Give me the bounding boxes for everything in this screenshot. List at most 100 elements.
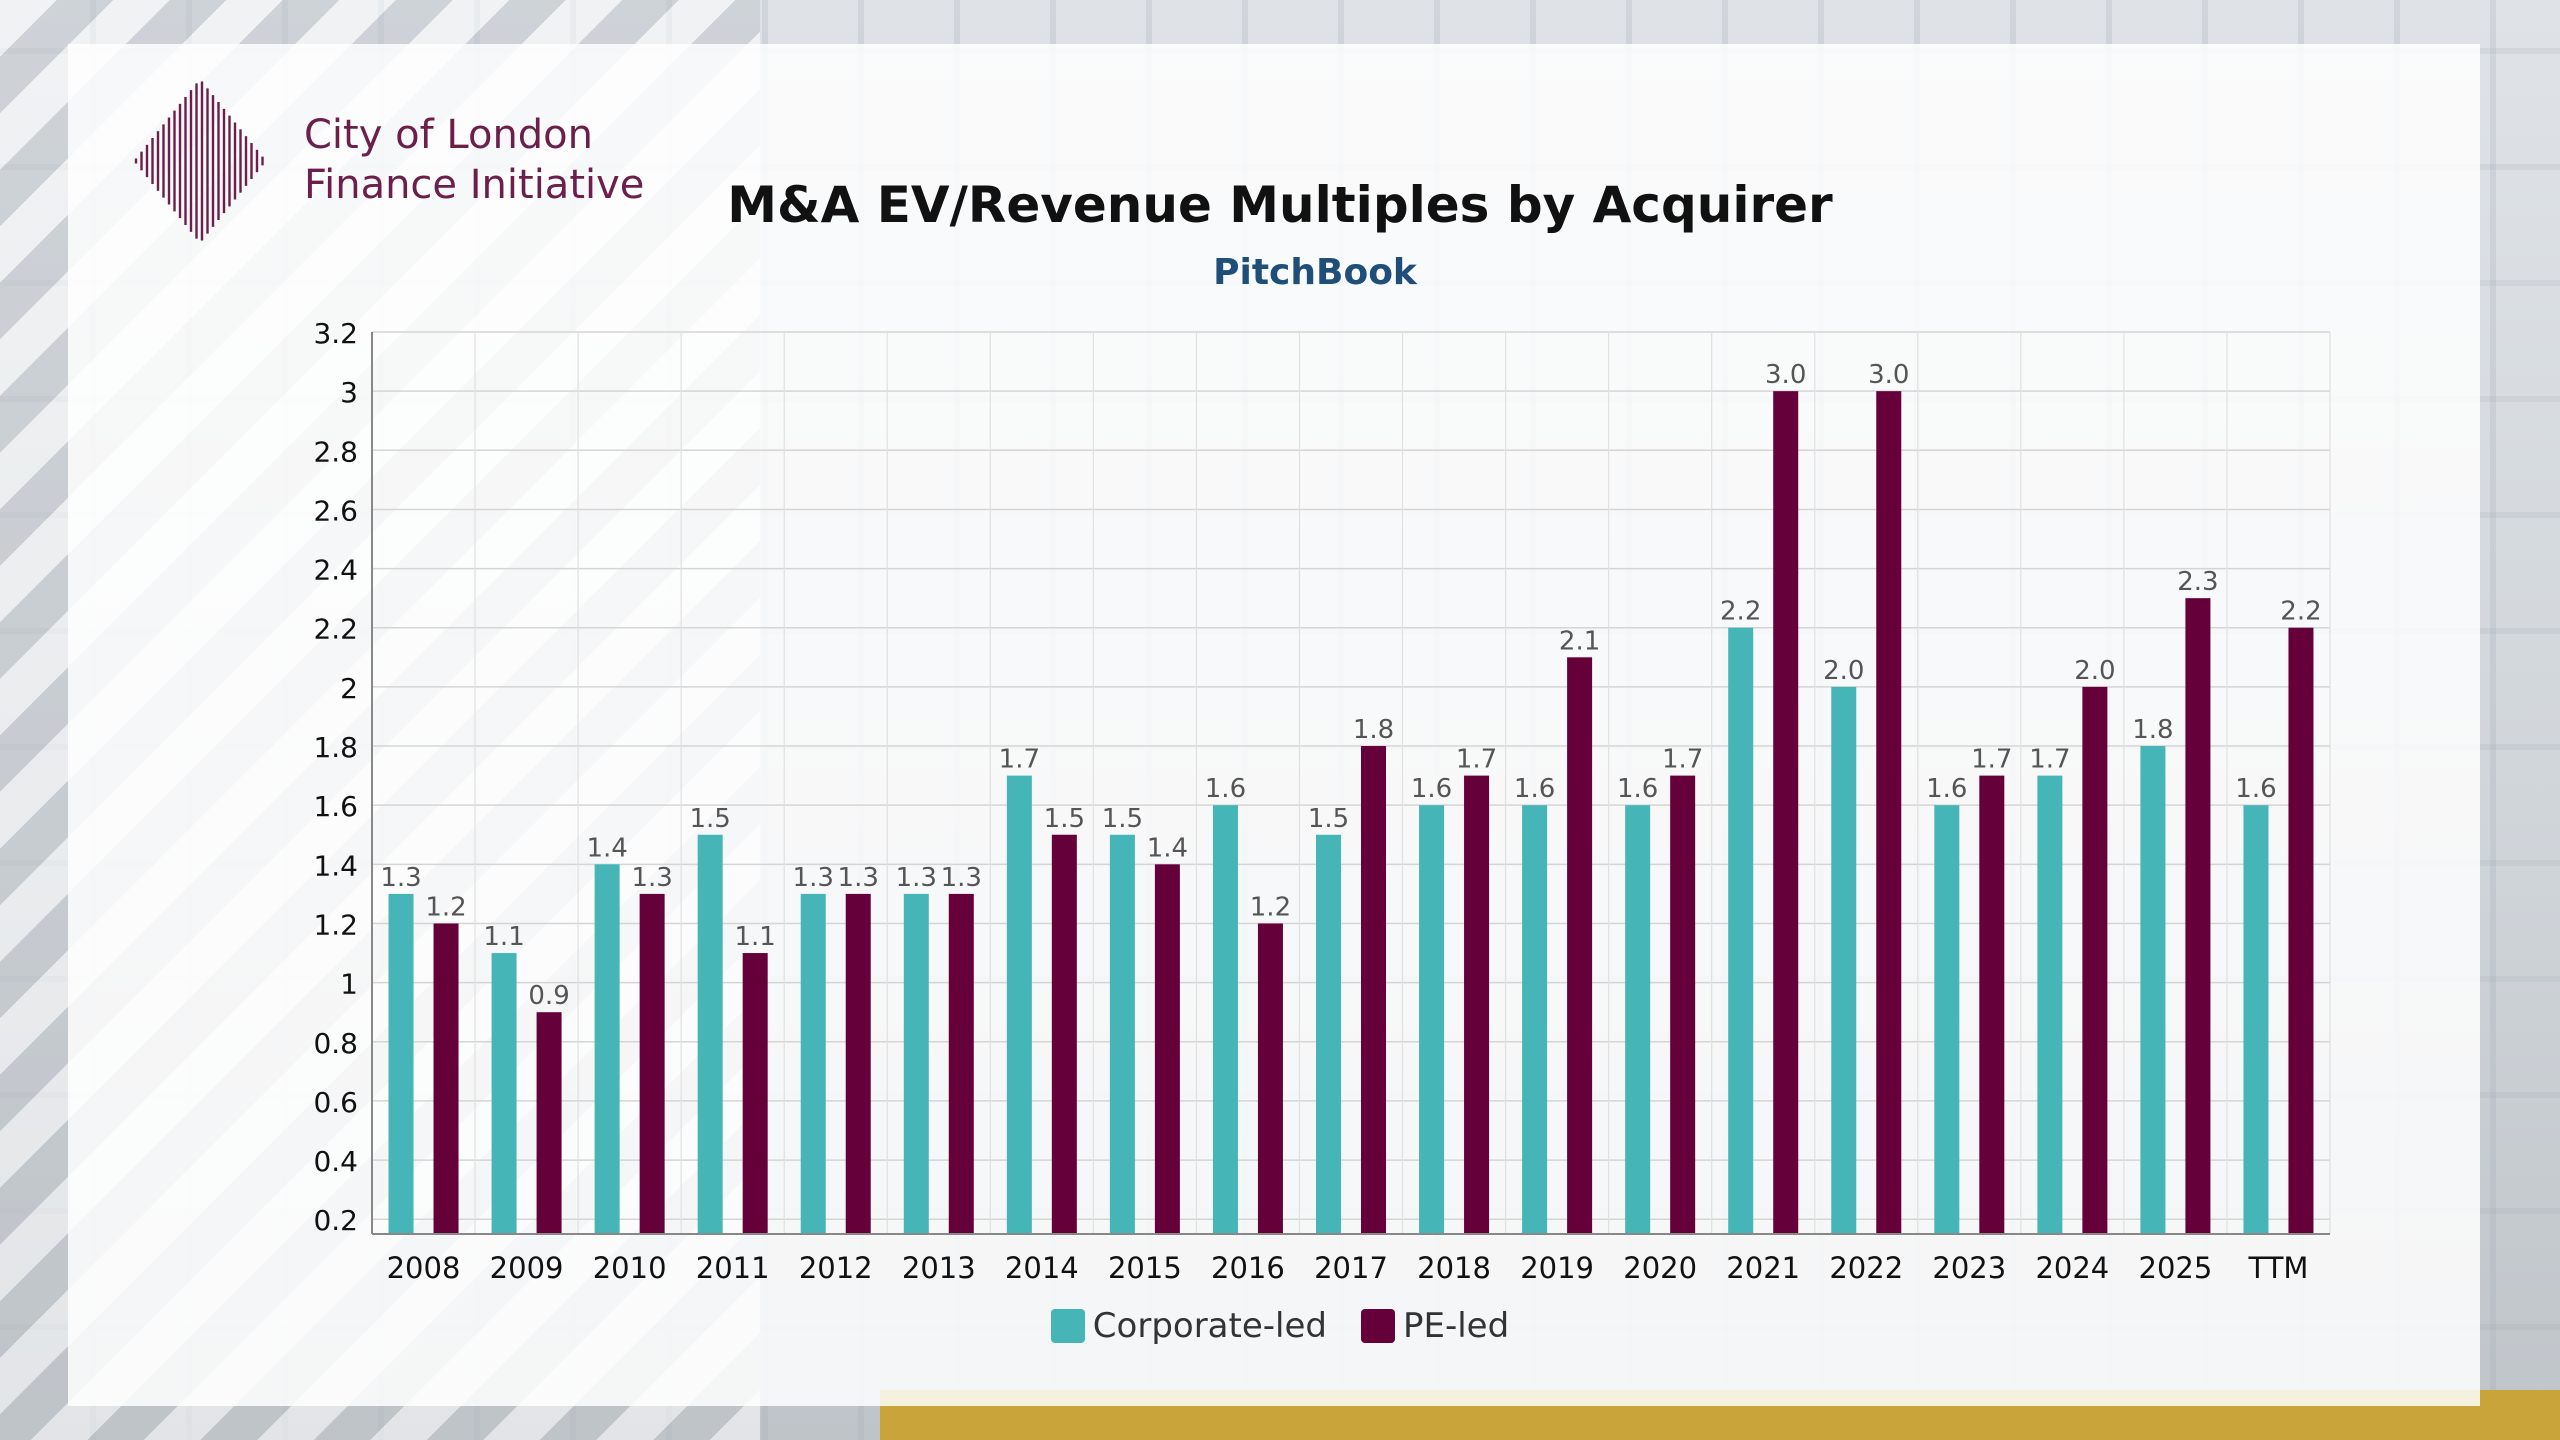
bar-pe-led [1464,775,1490,1234]
bar-data-label: 2.2 [2280,597,2321,627]
bar-pe-led [948,893,974,1234]
bar-pe-led [1979,775,2005,1234]
chart-subtitle: PitchBook [1213,252,1417,293]
bar-corporate-led [1212,805,1238,1234]
bar-data-label: 1.8 [2132,715,2173,745]
bar-data-label: 1.5 [690,804,731,834]
x-tick-label: 2020 [1623,1251,1697,1285]
bar-data-label: 1.5 [1308,804,1349,834]
bar-data-label: 1.6 [1617,774,1658,804]
organization-name-line2: Finance Initiative [304,162,645,208]
bar-data-label: 1.7 [1456,745,1497,775]
striped-diamond-logo-icon [134,81,264,241]
bar-pe-led [1154,864,1180,1234]
bar-corporate-led [1006,775,1032,1234]
bar-corporate-led [2037,775,2063,1234]
x-tick-label: 2022 [1829,1251,1903,1285]
bar-data-label: 1.6 [1926,774,1967,804]
bar-pe-led [1876,391,1902,1234]
y-tick-label: 2.4 [313,554,358,587]
bar-data-label: 1.3 [941,863,982,893]
chart-legend: Corporate-led PE-led [0,1306,2560,1346]
bar-data-label: 1.6 [1411,774,1452,804]
bar-data-label: 0.9 [528,981,569,1011]
y-tick-label: 2 [340,672,358,705]
bar-corporate-led [2140,746,2166,1234]
bar-corporate-led [1316,834,1341,1234]
x-tick-label: 2013 [902,1251,976,1285]
y-tick-label: 2.6 [313,494,358,527]
y-tick-label: 1.2 [313,908,358,941]
y-tick-label: 1.6 [313,790,358,823]
organization-name-line1: City of London [304,112,594,158]
bar-data-label: 1.1 [483,922,524,952]
bar-data-label: 1.6 [1514,774,1555,804]
bar-data-label: 1.7 [1971,745,2012,775]
bar-data-label: 3.0 [1868,360,1909,390]
bar-corporate-led [1625,805,1651,1234]
x-tick-label: 2010 [593,1251,667,1285]
bar-corporate-led [903,893,929,1234]
bar-data-label: 1.5 [1044,804,1085,834]
y-tick-label: 3.2 [313,317,358,350]
bar-corporate-led [491,953,517,1234]
bar-data-label: 2.1 [1559,626,1600,656]
bar-data-label: 1.7 [999,745,1040,775]
legend-item-corporate-led: Corporate-led [1050,1306,1327,1346]
bar-corporate-led [1934,805,1960,1234]
x-tick-label: 2011 [696,1251,770,1285]
x-tick-label: 2023 [1932,1251,2006,1285]
bar-corporate-led [388,893,414,1234]
bar-corporate-led [697,834,723,1234]
bar-pe-led [639,893,665,1234]
bar-corporate-led [1728,627,1754,1234]
bar-data-label: 1.3 [631,863,672,893]
legend-item-pe-led: PE-led [1360,1306,1509,1346]
x-tick-label: 2025 [2139,1251,2213,1285]
bar-data-label: 1.2 [425,892,466,922]
bar-corporate-led [1109,834,1135,1234]
bar-pe-led [845,893,871,1234]
y-tick-label: 1.8 [313,731,358,764]
y-tick-label: 0.4 [313,1145,358,1178]
bar-data-label: 1.8 [1353,715,1394,745]
bar-pe-led [1773,391,1799,1234]
bar-data-label: 1.3 [896,863,937,893]
bar-corporate-led [1522,805,1548,1234]
x-tick-label: 2021 [1726,1251,1800,1285]
y-tick-label: 3 [340,376,358,409]
x-tick-label: 2012 [799,1251,873,1285]
y-tick-label: 2.2 [313,613,358,646]
bar-corporate-led [594,864,620,1234]
y-tick-label: 0.6 [313,1086,358,1119]
x-tick-label: 2016 [1211,1251,1285,1285]
bar-pe-led [1051,834,1077,1234]
bar-data-label: 3.0 [1765,360,1806,390]
x-tick-label: 2019 [1520,1251,1594,1285]
y-tick-label: 0.8 [313,1027,358,1060]
bar-pe-led [2288,627,2314,1234]
x-tick-label: 2014 [1005,1251,1079,1285]
bar-pe-led [1567,657,1593,1234]
bar-pe-led [2185,598,2211,1234]
bar-data-label: 2.0 [2074,656,2115,686]
bar-data-label: 1.3 [380,863,421,893]
bar-pe-led [1361,746,1386,1234]
organization-name: City of London Finance Initiative [304,110,724,210]
bar-data-label: 2.2 [1720,597,1761,627]
y-tick-label: 1 [340,968,358,1001]
bar-data-label: 1.4 [586,833,627,863]
x-tick-label: 2017 [1314,1251,1388,1285]
legend-swatch-corporate-led [1050,1309,1085,1343]
bar-data-label: 1.6 [1205,774,1246,804]
bar-data-label: 1.4 [1147,833,1188,863]
x-tick-label: 2009 [490,1251,564,1285]
bar-corporate-led [1419,805,1445,1234]
bar-data-label: 1.7 [1662,745,1703,775]
bar-data-label: 1.3 [793,863,834,893]
bar-pe-led [433,923,459,1234]
bar-corporate-led [2243,805,2269,1234]
x-tick-label: TTM [2247,1251,2308,1285]
legend-swatch-pe-led [1360,1309,1395,1343]
